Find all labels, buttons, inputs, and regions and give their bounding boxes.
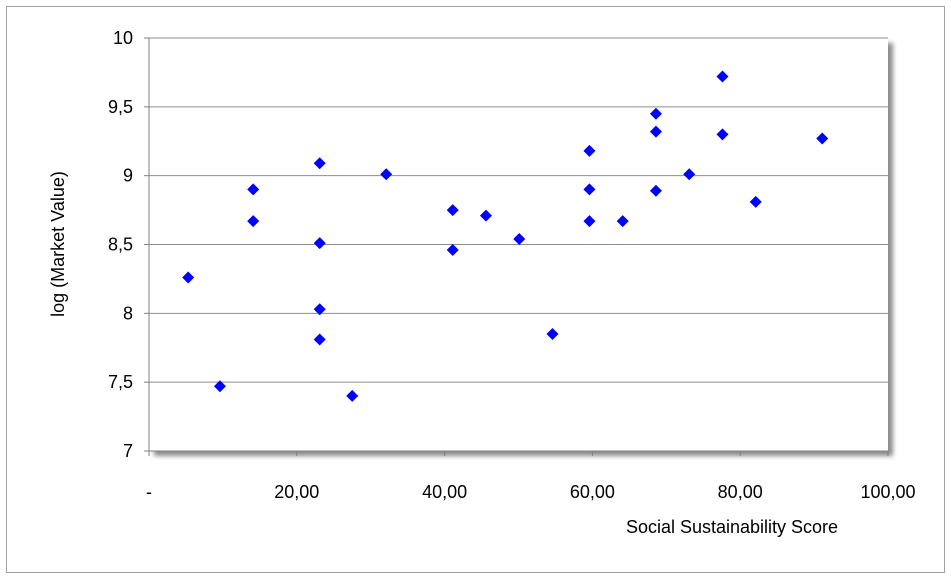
y-tick-label: 7 [123, 441, 133, 461]
data-point [513, 232, 526, 245]
chart-area: 7 7,5 8 8,5 9 9,5 10 - 20,00 40,00 60,00 80,00 100,… [6, 6, 945, 573]
x-axis-title: Social Sustainability Score [626, 517, 838, 537]
data-point [546, 327, 559, 340]
data-point [649, 184, 662, 197]
x-axis-ticks: - 20,00 40,00 60,00 80,00 100,00 [146, 451, 916, 502]
data-point [583, 183, 596, 196]
data-point [380, 168, 393, 181]
data-point [683, 168, 696, 181]
x-tick-label: 60,00 [570, 482, 615, 502]
y-tick-label: 9,5 [108, 97, 133, 117]
data-point [446, 204, 459, 217]
x-tick-label: - [146, 482, 152, 502]
data-point [213, 380, 226, 393]
data-points [182, 70, 829, 402]
data-point [247, 183, 260, 196]
data-point [446, 244, 459, 257]
grid [149, 37, 888, 383]
data-point [716, 70, 729, 83]
data-point [313, 333, 326, 346]
y-axis-title: log (Market Value) [48, 171, 68, 317]
x-tick-label: 20,00 [274, 482, 319, 502]
data-point [583, 144, 596, 157]
data-point [649, 107, 662, 120]
data-point [182, 271, 195, 284]
data-point [247, 215, 260, 228]
data-point [346, 389, 359, 402]
y-axis-ticks: 7 7,5 8 8,5 9 9,5 10 [108, 28, 149, 461]
x-tick-label: 80,00 [718, 482, 763, 502]
data-point [313, 303, 326, 316]
data-point [583, 215, 596, 228]
x-tick-label: 100,00 [860, 482, 915, 502]
x-tick-label: 40,00 [422, 482, 467, 502]
data-point [479, 209, 492, 222]
data-point [616, 215, 629, 228]
data-point [816, 132, 829, 145]
y-tick-label: 9 [123, 166, 133, 186]
y-tick-label: 8 [123, 303, 133, 323]
y-tick-label: 10 [113, 28, 133, 48]
y-tick-label: 8,5 [108, 235, 133, 255]
data-point [313, 237, 326, 250]
data-point [749, 195, 762, 208]
chart-svg: 7 7,5 8 8,5 9 9,5 10 - 20,00 40,00 60,00 80,00 100,… [48, 28, 916, 537]
data-point [313, 157, 326, 170]
y-tick-label: 7,5 [108, 372, 133, 392]
data-point [716, 128, 729, 141]
